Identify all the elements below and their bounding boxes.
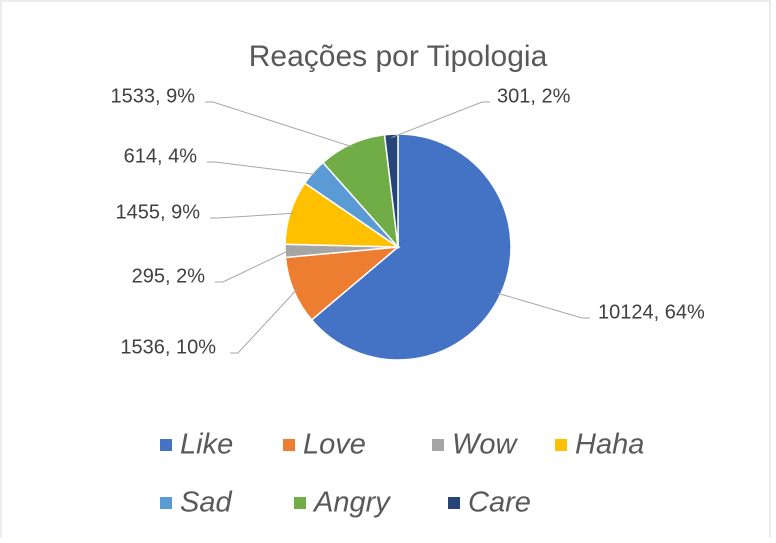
legend-label: Like [180,429,233,461]
legend-swatch [160,497,172,509]
legend-swatch [555,439,567,451]
leader-line [391,101,490,139]
chart-title: Reações por Tipologia [249,40,548,73]
leader-line [205,101,354,148]
data-label: 1533, 9% [110,85,195,107]
legend-label: Haha [575,429,644,461]
pie-slice [310,133,512,361]
data-label: 614, 4% [124,145,198,167]
leader-line [207,161,316,176]
legend-swatch [283,439,295,451]
legend-label: Wow [452,429,519,461]
data-label: 1536, 10% [120,336,216,358]
data-label: 10124, 64% [598,301,705,323]
leader-line [497,292,590,319]
data-label: 295, 2% [132,265,206,287]
leader-line [210,212,294,219]
data-label: 1455, 9% [115,201,200,223]
legend-swatch [448,497,460,509]
legend-swatch [432,439,444,451]
leader-line [230,289,298,354]
legend-label: Angry [312,487,391,519]
legend-swatch [160,439,172,451]
legend-label: Love [303,429,366,461]
leader-line [215,250,289,283]
legend-label: Care [468,487,531,519]
pie-slice [383,133,399,248]
legend-label: Sad [180,487,232,519]
legend-swatch [294,497,306,509]
data-label: 301, 2% [497,85,571,107]
